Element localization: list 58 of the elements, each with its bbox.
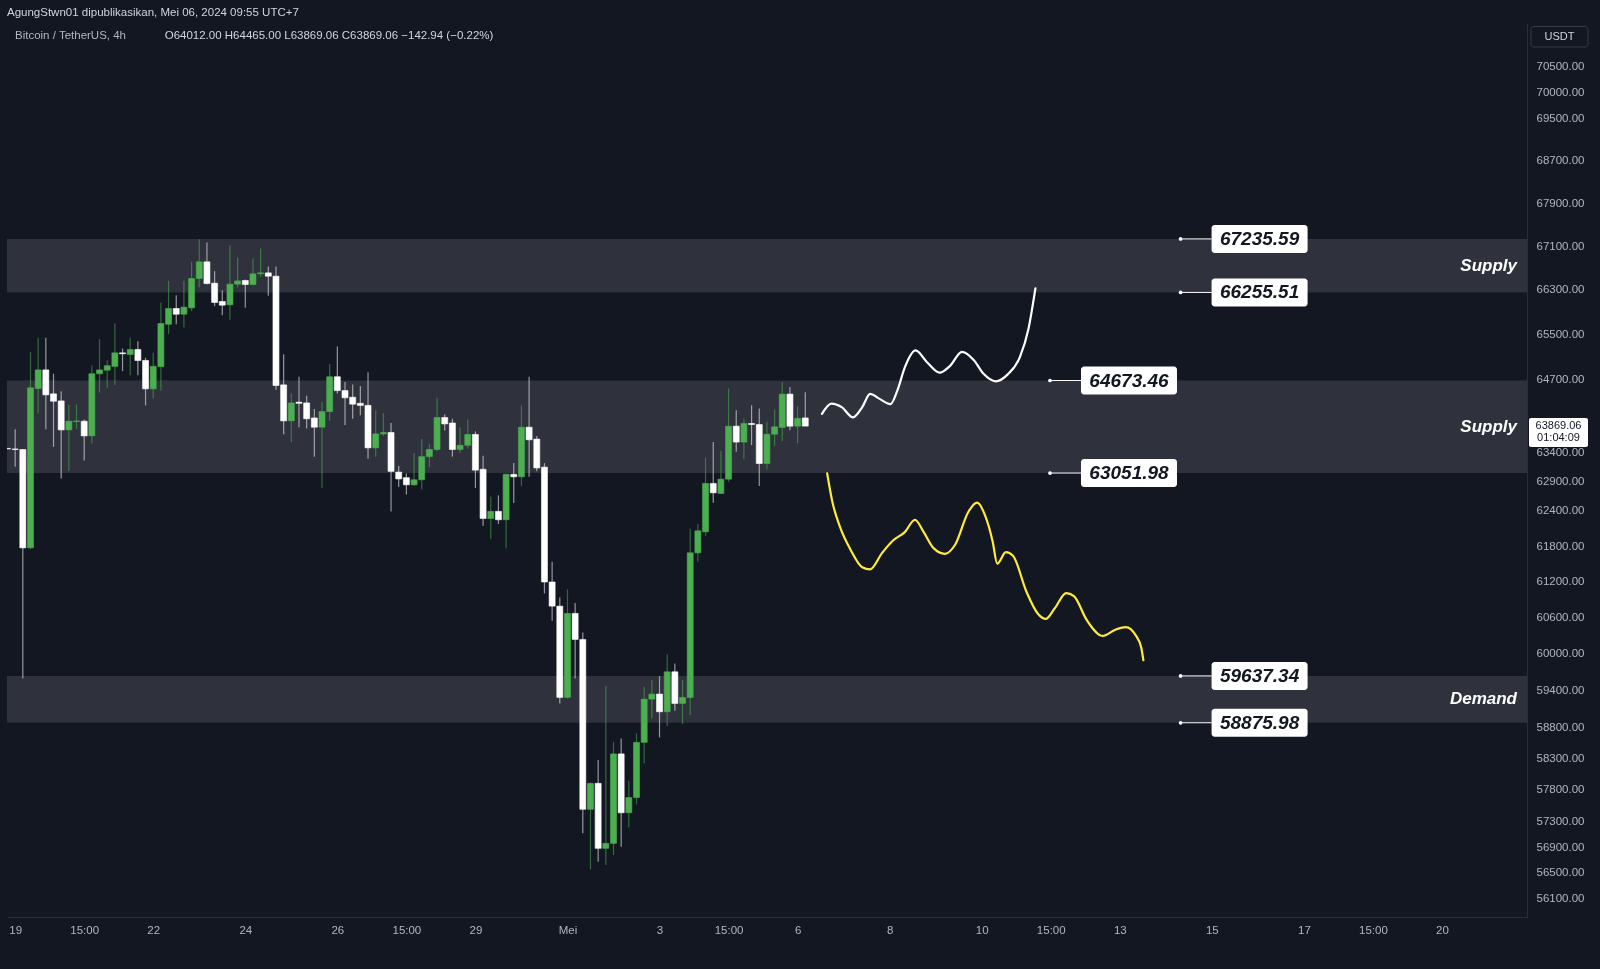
annotation: 63051.98: [1089, 462, 1170, 484]
band-label: Supply: [1460, 416, 1519, 436]
y-tick-label: 65500.00: [1536, 327, 1585, 340]
x-tick-label: 15:00: [1036, 923, 1066, 936]
y-tick-label: 68700.00: [1536, 153, 1585, 166]
y-tick-label: 66300.00: [1536, 283, 1585, 296]
text: 63869.06 01:04:09: [1535, 419, 1582, 444]
x-tick-label: 19: [9, 923, 23, 936]
y-tick-label: 60600.00: [1536, 611, 1585, 624]
y-tick-label: 70500.00: [1536, 59, 1585, 72]
x-tick-label: 15:00: [714, 923, 744, 936]
y-tick-label: 57800.00: [1536, 783, 1585, 796]
x-tick-label: 15: [1205, 923, 1219, 936]
y-axis-title: USDT: [1544, 30, 1575, 42]
y-tick-label: 67900.00: [1536, 196, 1585, 209]
y-tick-label: 62400.00: [1536, 504, 1585, 517]
y-tick-label: 57300.00: [1536, 815, 1585, 828]
y-tick-label: 63400.00: [1536, 446, 1585, 459]
x-tick-label: 22: [147, 923, 161, 936]
y-tick-label: 67100.00: [1536, 239, 1585, 252]
annotation: 67235.59: [1219, 227, 1300, 249]
annotation: 58875.98: [1219, 711, 1300, 733]
line-series: [820, 287, 1037, 419]
x-tick-label: 26: [331, 923, 345, 936]
x-tick-label: 15:00: [1359, 923, 1388, 936]
x-tick-label: 8: [886, 923, 894, 936]
x-tick-label: 15:00: [392, 923, 422, 936]
y-tick-label: 58800.00: [1536, 720, 1585, 733]
x-tick-label: Mei: [558, 923, 578, 936]
x-tick-label: 20: [1436, 923, 1449, 936]
y-tick-label: 56100.00: [1536, 892, 1585, 905]
annotation: 66255.51: [1219, 281, 1300, 303]
y-tick-label: 58300.00: [1536, 752, 1585, 765]
y-tick-label: 60000.00: [1536, 647, 1585, 660]
band-label: Demand: [1449, 689, 1518, 709]
x-tick-label: 24: [239, 923, 253, 936]
x-tick-label: 15:00: [70, 923, 100, 936]
y-tick-label: 70000.00: [1536, 85, 1585, 98]
annotation: 64673.46: [1089, 369, 1170, 391]
y-tick-label: 69500.00: [1536, 111, 1585, 124]
x-tick-label: 29: [469, 923, 483, 936]
annotation: 59637.34: [1219, 664, 1300, 686]
chart-title: Bitcoin / TetherUS, 4h: [15, 29, 127, 41]
y-tick-label: 56900.00: [1536, 840, 1585, 853]
chart-subtitle: O64012.00 H64465.00 L63869.06 C63869.06 −142.94 (−0.22%): [164, 29, 494, 41]
y-tick-label: 59400.00: [1536, 683, 1585, 696]
x-tick-label: 3: [656, 923, 664, 936]
band-label: Supply: [1460, 255, 1519, 275]
y-tick-label: 62900.00: [1536, 475, 1585, 488]
x-tick-label: 13: [1113, 923, 1127, 936]
y-tick-label: 61200.00: [1536, 575, 1585, 588]
y-tick-label: 61800.00: [1536, 539, 1585, 552]
y-tick-label: 56500.00: [1536, 866, 1585, 879]
text: AgungStwn01 dipublikasikan, Mei 06, 2024 09:55 UTC+7: [7, 5, 299, 18]
x-tick-label: 6: [794, 923, 802, 936]
x-tick-label: 17: [1298, 923, 1311, 936]
y-tick-label: 64700.00: [1536, 372, 1585, 385]
x-tick-label: 10: [975, 923, 989, 936]
